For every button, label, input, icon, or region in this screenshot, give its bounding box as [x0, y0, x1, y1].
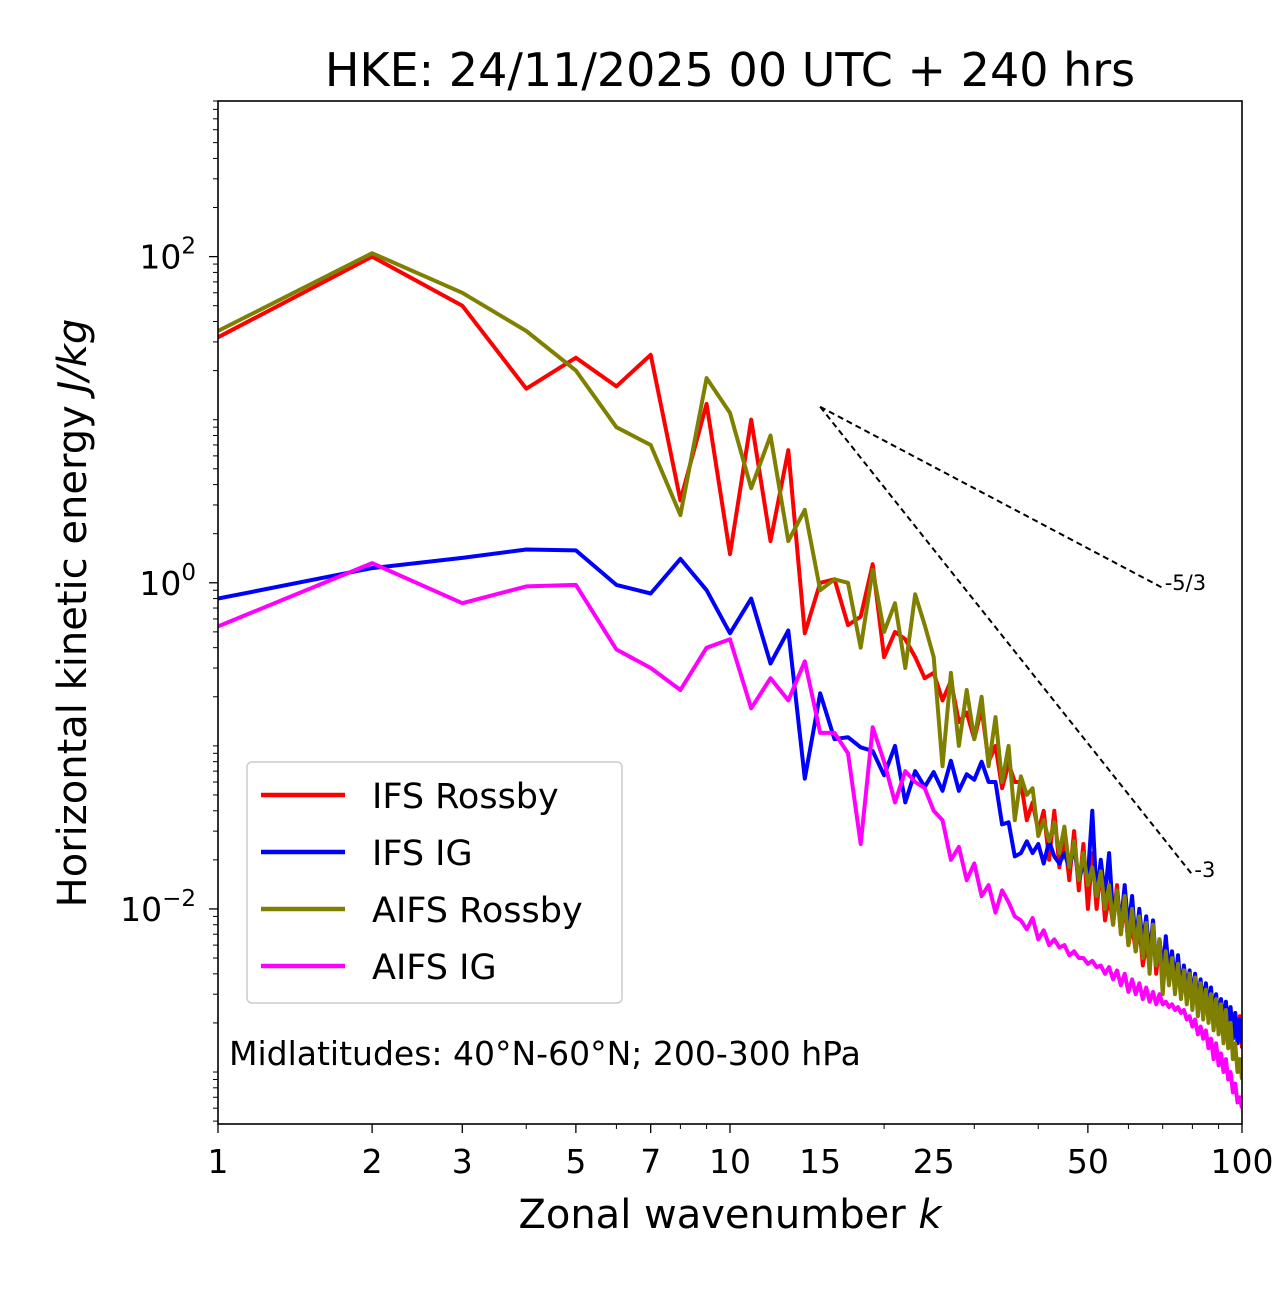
- legend-label: AIFS Rossby: [372, 891, 583, 931]
- x-axis-label: Zonal wavenumber k: [518, 1192, 943, 1238]
- y-tick-exponent: −2: [162, 886, 196, 912]
- series-line-aifs-rossby: [218, 251, 1242, 1080]
- region-annotation: Midlatitudes: 40°N-60°N; 200-300 hPa: [229, 1034, 861, 1073]
- x-tick-label: 100: [1211, 1142, 1274, 1181]
- reference-slope-label: -3: [1194, 858, 1215, 882]
- reference-slope-label: -5/3: [1165, 571, 1206, 595]
- series-layer: [218, 251, 1242, 1109]
- y-axis-label: Horizontal kinetic energy J/kg: [50, 319, 96, 908]
- x-tick-label: 15: [799, 1142, 841, 1181]
- y-tick-base: 10: [139, 564, 181, 603]
- axis-ticks: [209, 100, 1243, 1133]
- plot-area-frame: [217, 100, 1243, 1125]
- x-tick-label: 5: [565, 1142, 586, 1181]
- y-tick-base: 10: [120, 890, 162, 929]
- x-axis-label-text: Zonal wavenumber: [518, 1192, 918, 1238]
- chart-title: HKE: 24/11/2025 00 UTC + 240 hrs: [325, 43, 1135, 97]
- legend: IFS Rossby IFS IG AIFS Rossby AIFS IG: [246, 761, 623, 1004]
- series-line-aifs-ig: [218, 561, 1242, 1109]
- y-axis-label-unit: J/kg: [50, 319, 96, 400]
- legend-box: [246, 761, 623, 1004]
- x-axis-label-symbol: k: [918, 1192, 943, 1238]
- x-tick-label: 7: [640, 1142, 661, 1181]
- x-tick-label: 10: [709, 1142, 751, 1181]
- y-tick-label: 102: [139, 234, 196, 277]
- reference-slope-line: [819, 405, 1164, 589]
- reference-slope-lines: -5/3 -3: [819, 405, 1215, 882]
- y-tick-label: 100: [139, 560, 196, 603]
- x-tick-label: 50: [1067, 1142, 1109, 1181]
- legend-label: AIFS IG: [372, 948, 497, 988]
- y-tick-exponent: 0: [181, 560, 196, 586]
- x-tick-label: 3: [452, 1142, 473, 1181]
- reference-slope-line: [819, 406, 1194, 876]
- legend-label: IFS IG: [372, 834, 473, 874]
- legend-label: IFS Rossby: [372, 777, 559, 817]
- y-axis-label-text: Horizontal kinetic energy: [50, 393, 96, 908]
- x-tick-labels: 1 2 3 5 7 10 15 25 50 100: [208, 1142, 1274, 1181]
- y-tick-exponent: 2: [181, 234, 196, 260]
- y-tick-base: 10: [139, 238, 181, 277]
- x-tick-label: 25: [913, 1142, 955, 1181]
- x-tick-label: 2: [362, 1142, 383, 1181]
- x-tick-label: 1: [208, 1142, 229, 1181]
- y-tick-label: 10−2: [120, 886, 196, 929]
